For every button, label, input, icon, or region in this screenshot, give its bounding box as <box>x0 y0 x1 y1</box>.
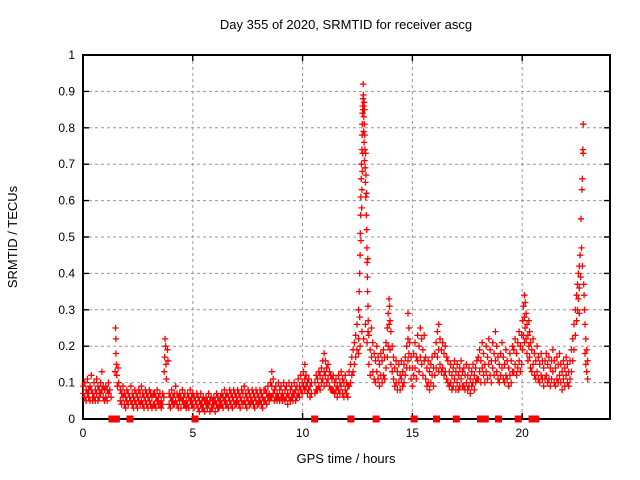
zero-marker <box>494 415 502 423</box>
zero-marker <box>191 415 199 423</box>
zero-marker <box>433 415 441 423</box>
chart-title: Day 355 of 2020, SRMTID for receiver asc… <box>220 17 472 32</box>
x-axis-label: GPS time / hours <box>297 451 396 466</box>
y-tick-label: 0.2 <box>58 339 75 353</box>
tick-marks <box>82 54 610 420</box>
zero-marker <box>126 415 134 423</box>
zero-marker <box>528 415 536 423</box>
zero-marker <box>372 415 380 423</box>
zero-marker <box>532 415 540 423</box>
y-tick-label: 1 <box>68 48 75 62</box>
y-tick-label: 0.7 <box>58 157 75 171</box>
zero-marker <box>108 415 116 423</box>
scatter-points <box>80 80 591 415</box>
x-tick-label: 5 <box>189 426 196 440</box>
y-tick-label: 0.4 <box>58 266 75 280</box>
y-tick-label: 0.8 <box>58 121 75 135</box>
y-tick-label: 0.6 <box>58 194 75 208</box>
x-tick-label: 0 <box>80 426 87 440</box>
y-tick-label: 0.1 <box>58 376 75 390</box>
zero-marker <box>112 415 120 423</box>
y-tick-label: 0.3 <box>58 303 75 317</box>
y-tick-label: 0 <box>68 412 75 426</box>
x-tick-label: 10 <box>296 426 310 440</box>
x-tick-label: 15 <box>406 426 420 440</box>
y-tick-label: 0.9 <box>58 84 75 98</box>
zero-marker <box>347 415 355 423</box>
y-tick-label: 0.5 <box>58 230 75 244</box>
y-axis-label: SRMTID / TECUs <box>5 185 20 288</box>
zero-marker <box>410 415 418 423</box>
zero-marker <box>452 415 460 423</box>
zero-marker <box>311 415 319 423</box>
zero-marker <box>481 415 489 423</box>
x-tick-label: 20 <box>515 426 529 440</box>
zero-marker <box>514 415 522 423</box>
zero-marker <box>476 415 484 423</box>
